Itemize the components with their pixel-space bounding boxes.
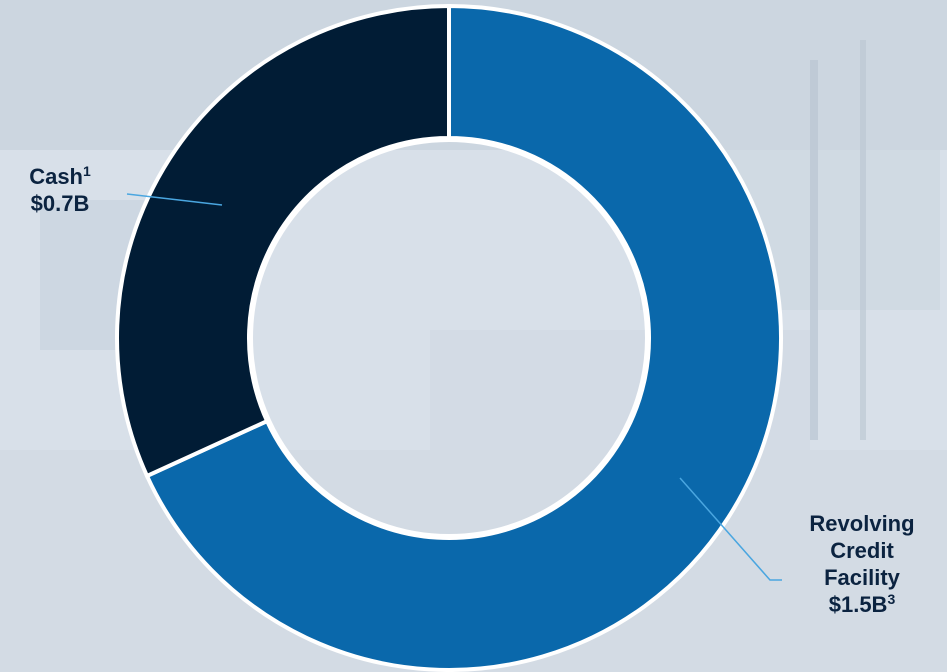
cash-label: Cash1 $0.7B [10, 163, 110, 217]
cash-label-value: $0.7B [30, 191, 90, 216]
donut-hole-ring [249, 138, 649, 538]
slice-cash [115, 3, 451, 479]
cash-footnote: 1 [83, 163, 91, 179]
revolving-credit-label-value: $1.5B [828, 592, 888, 617]
revolving-credit-footnote: 3 [887, 591, 896, 607]
revolving-credit-label-name: Revolving Credit Facility [809, 511, 915, 590]
revolving-credit-label: Revolving Credit Facility $1.5B3 [782, 510, 942, 618]
revolving-credit-leader-line [679, 477, 782, 581]
cash-label-name: Cash [29, 164, 83, 189]
cash-leader-line [126, 193, 223, 206]
